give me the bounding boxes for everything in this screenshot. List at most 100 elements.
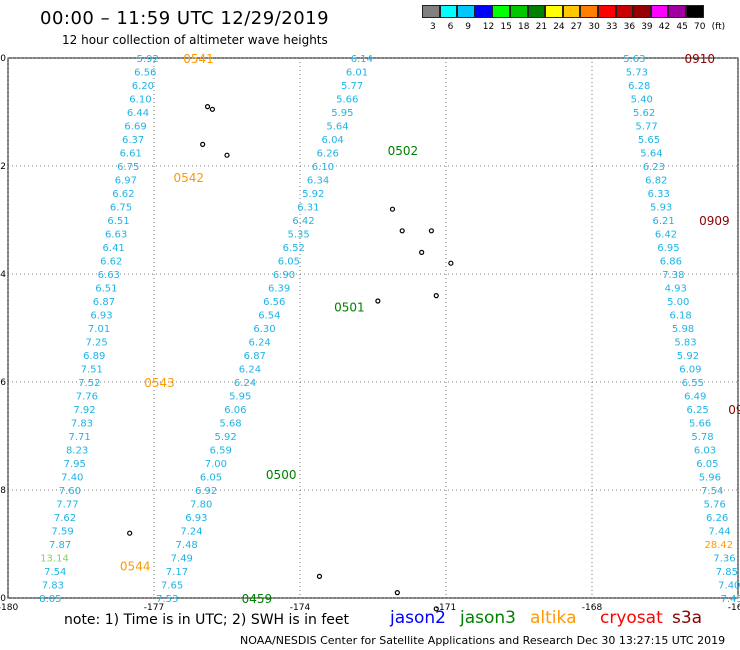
- swh-value: 5.35: [287, 230, 309, 241]
- footnote: note: 1) Time is in UTC; 2) SWH is in fe…: [64, 612, 350, 628]
- swh-value: 8.05: [39, 594, 61, 605]
- swh-value: 7.85: [716, 567, 738, 578]
- swh-value: 6.31: [297, 203, 319, 214]
- y-tick-label: -6: [0, 378, 6, 388]
- swh-value: 28.42: [704, 540, 733, 551]
- legend-s3a: s3a: [672, 608, 703, 628]
- island-outline: [433, 606, 439, 612]
- color-scale-label: 36: [623, 22, 636, 32]
- swh-value: 6.30: [253, 324, 275, 335]
- color-scale-label: 30: [588, 22, 600, 32]
- swh-value: 7.45: [721, 594, 740, 605]
- swh-value: 6.26: [317, 149, 339, 160]
- color-scale-label: 39: [641, 22, 653, 32]
- pass-time-label: 0543: [144, 376, 175, 390]
- swh-value: 6.75: [110, 203, 132, 214]
- swh-value: 6.04: [322, 135, 344, 146]
- color-scale-label: 21: [535, 22, 548, 32]
- pass-time-label: 0459: [242, 592, 273, 606]
- swh-value: 5.64: [640, 149, 662, 160]
- color-scale-swatch: [474, 5, 493, 18]
- color-scale-swatch: [615, 5, 634, 18]
- swh-value: 5.93: [650, 203, 672, 214]
- swh-value: 5.66: [689, 419, 711, 430]
- color-scale-swatch: [509, 5, 528, 18]
- color-scale-label: (ft): [711, 22, 726, 32]
- island-outline: [200, 141, 206, 147]
- swh-value: 7.83: [42, 581, 64, 592]
- swh-value: 7.54: [44, 567, 66, 578]
- color-scale-labels: 3 6 9 12 15 18 21 24 27 30 33 36 39 42 45 70 (ft): [422, 22, 740, 34]
- swh-value: 5.63: [623, 54, 645, 65]
- color-scale-swatch: [633, 5, 651, 18]
- color-scale-label: 70: [694, 22, 706, 32]
- color-scale-swatch: [492, 5, 510, 18]
- pass-time-label: 0541: [183, 52, 214, 66]
- island-outline: [375, 298, 381, 304]
- color-scale-swatch: [457, 5, 475, 18]
- swh-value: 6.87: [93, 297, 115, 308]
- chart-title: 00:00 – 11:59 UTC 12/29/2019: [40, 8, 330, 29]
- swh-value: 6.55: [682, 378, 704, 389]
- color-scale-label: 12: [482, 22, 495, 32]
- swh-value: 5.62: [633, 108, 655, 119]
- swh-value: 5.73: [626, 68, 648, 79]
- color-scale-label: 3: [430, 22, 436, 32]
- legend-jason2: jason2: [390, 608, 446, 628]
- plot-frame: [7, 57, 739, 599]
- x-tick-label: -180: [0, 603, 18, 613]
- swh-value: 6.51: [107, 216, 129, 227]
- swh-value: 7.01: [88, 324, 110, 335]
- swh-value: 5.95: [331, 108, 353, 119]
- swh-value: 6.54: [258, 311, 280, 322]
- island-outline: [428, 228, 434, 234]
- island-outline: [209, 106, 215, 112]
- color-scale-label: 33: [606, 22, 618, 32]
- island-outline: [433, 293, 439, 299]
- color-scale-label: 45: [676, 22, 688, 32]
- island-outline: [316, 573, 323, 580]
- swh-value: 6.52: [283, 243, 305, 254]
- swh-value: 7.44: [708, 527, 730, 538]
- swh-value: 6.10: [129, 95, 151, 106]
- swh-value: 7.25: [86, 338, 108, 349]
- swh-value: 5.64: [326, 122, 348, 133]
- swh-value: 7.92: [73, 405, 95, 416]
- swh-value: 7.36: [713, 554, 735, 565]
- swh-value: 6.86: [660, 257, 682, 268]
- swh-value: 7.17: [166, 567, 188, 578]
- swh-value: 6.20: [132, 81, 154, 92]
- swh-value: 7.52: [78, 378, 100, 389]
- swh-value: 6.63: [98, 270, 120, 281]
- swh-value: 13.14: [40, 554, 69, 565]
- swh-value: 6.06: [224, 405, 246, 416]
- color-scale-bar: [422, 5, 704, 18]
- swh-value: 6.21: [652, 216, 674, 227]
- pass-time-label: 0544: [120, 560, 151, 574]
- swh-value: 6.03: [694, 446, 716, 457]
- color-scale-label: 6: [447, 22, 454, 32]
- island-outline: [389, 206, 396, 212]
- y-tick-label: -10: [0, 594, 6, 604]
- swh-value: 6.92: [195, 486, 217, 497]
- swh-value: 6.33: [648, 189, 670, 200]
- swh-value: 5.65: [638, 135, 660, 146]
- swh-value: 7.80: [190, 500, 212, 511]
- swh-value: 6.23: [643, 162, 665, 173]
- color-scale-label: 9: [465, 22, 471, 32]
- swh-value: 5.92: [677, 351, 699, 362]
- swh-value: 7.00: [205, 459, 227, 470]
- swh-value: 7.48: [176, 540, 198, 551]
- swh-value: 5.00: [667, 297, 689, 308]
- swh-value: 7.24: [180, 527, 202, 538]
- swh-value: 5.76: [704, 500, 726, 511]
- color-scale-label: 24: [553, 22, 565, 32]
- swh-value: 6.10: [312, 162, 334, 173]
- pass-time-label: 0501: [334, 300, 365, 314]
- swh-value: 5.77: [635, 122, 657, 133]
- color-scale-swatch: [580, 5, 598, 18]
- swh-value: 5.77: [341, 81, 363, 92]
- swh-value: 6.56: [134, 68, 156, 79]
- pass-time-label: 0542: [173, 171, 204, 185]
- legend-cryosat: cryosat: [600, 608, 663, 628]
